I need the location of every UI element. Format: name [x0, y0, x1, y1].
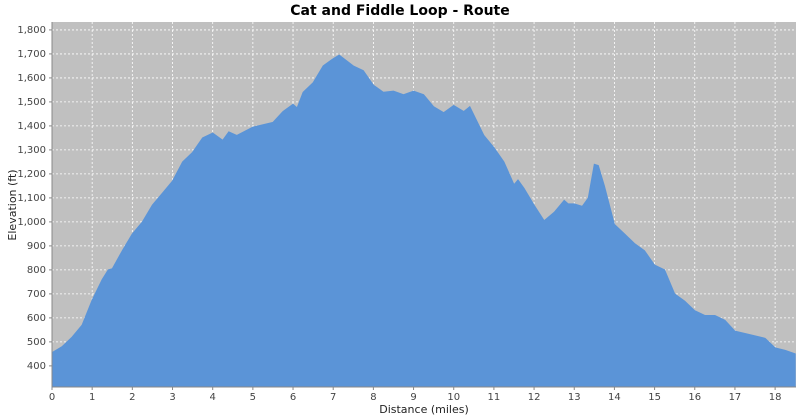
y-tick-label: 400	[27, 361, 46, 372]
y-tick-label: 1,000	[17, 217, 46, 228]
y-tick-label: 1,800	[17, 25, 46, 36]
y-tick-label: 1,300	[17, 145, 46, 156]
x-tick-label: 8	[370, 392, 376, 403]
y-tick-label: 1,600	[17, 73, 46, 84]
x-tick-label: 17	[729, 392, 742, 403]
x-tick-label: 3	[169, 392, 175, 403]
y-tick-label: 700	[27, 289, 46, 300]
y-tick-label: 1,100	[17, 193, 46, 204]
x-tick-label: 1	[89, 392, 95, 403]
y-axis-title: Elevation (ft)	[6, 169, 19, 240]
y-tick-label: 800	[27, 265, 46, 276]
x-tick-label: 5	[250, 392, 256, 403]
x-tick-label: 12	[528, 392, 541, 403]
x-tick-label: 14	[608, 392, 621, 403]
y-tick-label: 1,200	[17, 169, 46, 180]
y-tick-label: 500	[27, 337, 46, 348]
elevation-area	[51, 54, 796, 388]
x-tick-label: 18	[769, 392, 782, 403]
x-tick-label: 0	[49, 392, 55, 403]
x-tick-label: 13	[568, 392, 581, 403]
y-tick-label: 1,700	[17, 49, 46, 60]
x-tick-label: 4	[210, 392, 216, 403]
x-tick-label: 9	[410, 392, 416, 403]
y-tick-label: 900	[27, 241, 46, 252]
y-tick-label: 1,500	[17, 97, 46, 108]
x-tick-label: 6	[290, 392, 296, 403]
x-tick-label: 7	[330, 392, 336, 403]
x-tick-label: 16	[688, 392, 701, 403]
chart-title: Cat and Fiddle Loop - Route	[290, 3, 509, 19]
x-tick-label: 10	[447, 392, 460, 403]
x-tick-label: 11	[488, 392, 501, 403]
x-tick-label: 2	[129, 392, 135, 403]
x-axis-title: Distance (miles)	[379, 403, 469, 416]
x-tick-label: 15	[648, 392, 661, 403]
y-tick-label: 1,400	[17, 121, 46, 132]
y-tick-label: 600	[27, 313, 46, 324]
